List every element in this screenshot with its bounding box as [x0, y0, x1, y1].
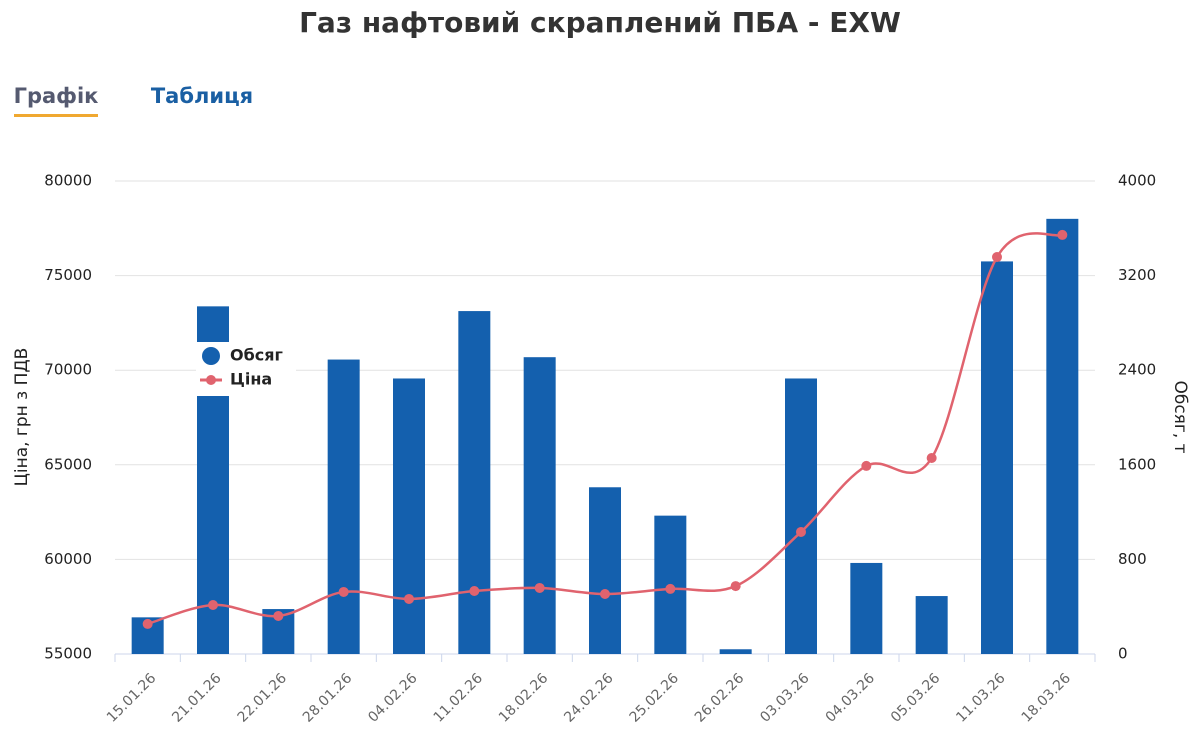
- bar: [850, 562, 883, 654]
- x-tick-label: 11.02.26: [431, 670, 486, 725]
- bar: [915, 596, 948, 654]
- bar: [785, 378, 817, 654]
- y2-tick-label: 0: [1118, 645, 1128, 663]
- x-tick-label: 21.01.26: [169, 670, 224, 725]
- chart-title: Газ нафтовий скраплений ПБА - EXW: [299, 6, 901, 39]
- tab[interactable]: Графік: [14, 84, 99, 108]
- x-tick-label: 18.02.26: [496, 670, 551, 725]
- point: [730, 581, 741, 592]
- bar: [719, 649, 752, 654]
- y-tick-label: 60000: [44, 550, 92, 568]
- x-tick-label: 18.03.26: [1019, 670, 1074, 725]
- point: [404, 593, 414, 604]
- point: [665, 583, 676, 594]
- point: [1057, 229, 1068, 240]
- bar: [327, 359, 360, 654]
- y-tick-label: 55000: [44, 645, 92, 663]
- x-tick-label: 28.01.26: [300, 670, 355, 725]
- y2-tick-label: 3200: [1118, 266, 1156, 284]
- x-tick-label: 03.03.26: [757, 670, 812, 725]
- bar: [458, 311, 491, 654]
- x-tick-label: 04.03.26: [823, 670, 878, 725]
- point: [992, 252, 1002, 263]
- point: [338, 586, 349, 597]
- x-tick-label: 22.01.26: [235, 670, 290, 725]
- y-axis-title: Ціна, грн з ПДВ: [12, 348, 32, 487]
- x-tick-label: 25.02.26: [627, 670, 682, 725]
- bar: [523, 357, 556, 654]
- x-tick-label: 11.03.26: [953, 670, 1008, 725]
- x-tick-label: 15.01.26: [104, 670, 159, 725]
- y2-tick-label: 2400: [1118, 361, 1156, 379]
- bar: [589, 487, 621, 654]
- y2-tick-label: 4000: [1118, 172, 1156, 190]
- y2-axis-title: Обсяг, т: [1170, 380, 1190, 453]
- y-tick-label: 80000: [44, 172, 92, 190]
- legend-label: Ціна: [230, 370, 272, 389]
- point: [142, 618, 153, 629]
- point: [534, 582, 545, 593]
- legend-symbol: [206, 375, 216, 385]
- legend-symbol: [202, 347, 220, 365]
- y-tick-label: 70000: [44, 361, 92, 379]
- point: [469, 585, 480, 596]
- bar: [1046, 218, 1079, 654]
- y-tick-label: 65000: [44, 455, 92, 473]
- x-tick-label: 26.02.26: [692, 670, 747, 725]
- x-tick-label: 24.02.26: [561, 670, 616, 725]
- point: [273, 610, 284, 621]
- bar: [393, 378, 425, 654]
- x-tick-label: 05.03.26: [888, 670, 943, 725]
- tab-underline: [14, 114, 98, 117]
- point: [861, 460, 872, 471]
- point: [926, 452, 937, 463]
- x-tick-label: 04.02.26: [365, 670, 420, 725]
- bar: [981, 261, 1013, 654]
- y-tick-label: 75000: [44, 266, 92, 284]
- point: [796, 526, 806, 537]
- legend-label: Обсяг: [230, 346, 283, 365]
- tab[interactable]: Таблиця: [151, 84, 253, 108]
- point: [208, 599, 218, 610]
- y2-tick-label: 1600: [1118, 455, 1156, 473]
- y2-tick-label: 800: [1118, 550, 1147, 568]
- point: [600, 589, 610, 600]
